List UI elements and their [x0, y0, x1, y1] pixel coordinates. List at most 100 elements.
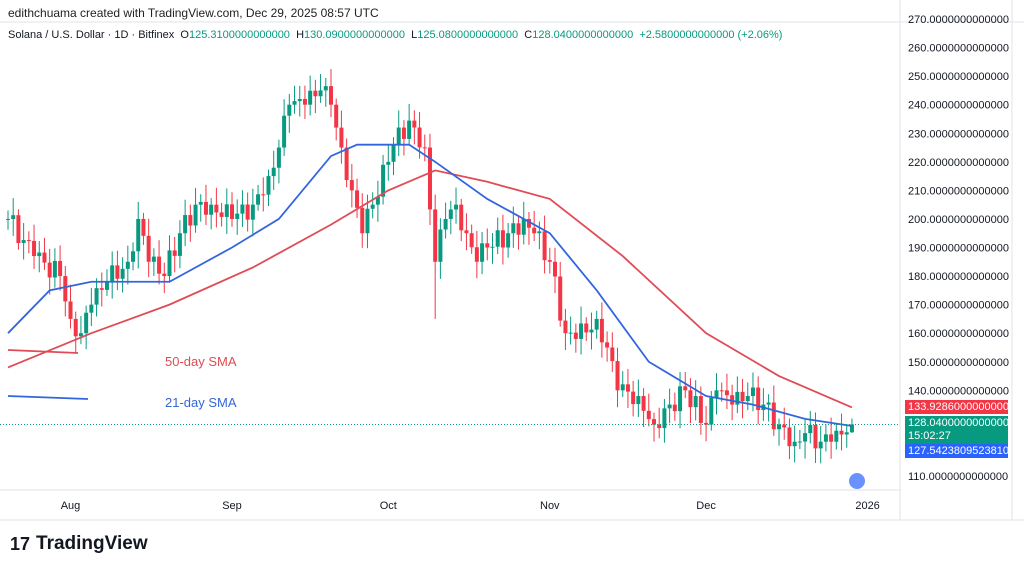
- candle-body: [469, 233, 474, 248]
- candle-body: [407, 120, 412, 139]
- candle-body: [506, 233, 511, 248]
- candle-body: [683, 386, 688, 391]
- candle-body: [360, 207, 365, 234]
- candle-body: [78, 333, 83, 337]
- candle-body: [563, 320, 568, 334]
- candle-body: [16, 215, 21, 244]
- candle-body: [47, 262, 52, 278]
- sma21-annotation: 21-day SMA: [165, 395, 237, 410]
- candle-body: [120, 268, 125, 279]
- candle-body: [631, 391, 636, 405]
- sma50-line: [7, 169, 853, 409]
- candle-body: [297, 98, 302, 102]
- x-tick-label: Aug: [61, 500, 81, 512]
- close-label: C: [524, 29, 533, 41]
- candle-body: [276, 147, 281, 168]
- candle-body: [500, 230, 505, 248]
- candle-body: [657, 424, 662, 429]
- sma21-line: [7, 143, 853, 427]
- y-tick-label: 230.0000000000000: [908, 128, 1009, 140]
- candle-body: [589, 329, 594, 333]
- candle-body: [615, 361, 620, 391]
- candle-body: [157, 256, 162, 274]
- candle-body: [651, 419, 656, 425]
- candle-body: [797, 441, 802, 443]
- high-value: 130.0900000000000: [304, 29, 405, 41]
- candle-body: [115, 265, 120, 279]
- candle-body: [308, 90, 313, 105]
- candle-body: [516, 223, 521, 235]
- candle-body: [172, 250, 177, 256]
- candle-body: [323, 86, 328, 91]
- y-tick-label: 150.0000000000000: [908, 357, 1009, 369]
- candle-body: [110, 265, 115, 282]
- symbol-name: Solana / U.S. Dollar · 1D · Bitfinex: [8, 29, 175, 41]
- y-tick-label: 140.0000000000000: [908, 385, 1009, 397]
- candle-body: [318, 90, 323, 97]
- candle-body: [745, 396, 750, 402]
- candle-body: [99, 288, 104, 290]
- candle-body: [193, 204, 198, 226]
- candle-body: [250, 204, 255, 220]
- candle-body: [714, 390, 719, 398]
- candle-body: [641, 396, 646, 411]
- low-value: 125.0800000000000: [417, 29, 519, 41]
- candle-body: [198, 201, 203, 205]
- y-tick-label: 170.0000000000000: [908, 300, 1009, 312]
- candle-body: [21, 240, 26, 244]
- candle-body: [136, 218, 141, 252]
- y-tick-label: 110.0000000000000: [908, 471, 1008, 483]
- candle-body: [282, 115, 287, 148]
- y-tick-label: 190.0000000000000: [908, 243, 1009, 255]
- candle-body: [719, 390, 724, 392]
- candle-body: [792, 441, 797, 447]
- candle-body: [667, 404, 672, 409]
- candle-body: [771, 402, 776, 430]
- candle-body: [636, 396, 641, 405]
- candle-body: [417, 127, 422, 148]
- candle-body: [261, 194, 266, 196]
- candle-body: [313, 90, 318, 97]
- sma50-legend-line: [7, 349, 79, 354]
- y-tick-label: 200.0000000000000: [908, 214, 1009, 226]
- candle-body: [271, 167, 276, 177]
- candle-body: [84, 312, 89, 334]
- candle-body: [438, 229, 443, 262]
- candle-body: [459, 204, 464, 231]
- candle-body: [131, 251, 136, 262]
- candle-body: [256, 194, 261, 205]
- high-label: H: [296, 29, 305, 41]
- candle-body: [209, 204, 214, 215]
- candle-body: [396, 127, 401, 145]
- candle-body: [375, 196, 380, 205]
- candle-body: [823, 434, 828, 442]
- candle-body: [526, 218, 531, 228]
- candle-body: [766, 402, 771, 405]
- candle-body: [422, 147, 427, 149]
- globe-icon: [849, 473, 865, 489]
- candle-body: [266, 176, 271, 195]
- candle-body: [11, 215, 16, 219]
- candle-body: [829, 434, 834, 442]
- x-tick-label: Dec: [696, 500, 716, 512]
- candle-body: [167, 250, 172, 277]
- candle-body: [750, 387, 755, 397]
- candle-body: [427, 147, 432, 210]
- candle-body: [547, 260, 552, 262]
- candle-body: [454, 204, 459, 210]
- tradingview-logo: 17 TradingView: [10, 533, 148, 555]
- candle-body: [292, 101, 297, 105]
- candle-body: [735, 391, 740, 405]
- candle-body: [620, 384, 625, 391]
- candle-body: [386, 161, 391, 165]
- candle-body: [162, 273, 167, 277]
- candle-body: [42, 252, 47, 263]
- candle-body: [803, 433, 808, 442]
- candle-body: [553, 261, 558, 277]
- candle-body: [235, 213, 240, 219]
- candle-body: [573, 332, 578, 339]
- candle-body: [579, 323, 584, 339]
- close-value: 128.0400000000000: [532, 29, 634, 41]
- candle-body: [32, 240, 37, 257]
